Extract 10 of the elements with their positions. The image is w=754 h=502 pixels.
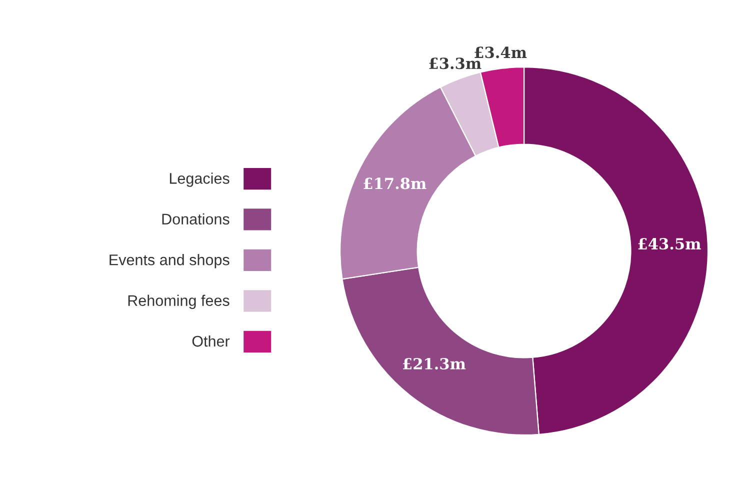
legend-label: Events and shops bbox=[110, 254, 230, 268]
data-label: £17.8m bbox=[364, 178, 426, 190]
legend-label: Legacies bbox=[170, 172, 230, 187]
data-label: £3.3m bbox=[429, 58, 482, 70]
data-label: £43.5m bbox=[638, 238, 701, 250]
legend-label: Donations bbox=[162, 213, 230, 225]
data-label: £21.3m bbox=[403, 358, 466, 370]
legend-label: Other bbox=[192, 335, 230, 347]
data-label: £3.4m bbox=[474, 46, 527, 58]
legend-label: Rehoming fees bbox=[128, 294, 230, 310]
